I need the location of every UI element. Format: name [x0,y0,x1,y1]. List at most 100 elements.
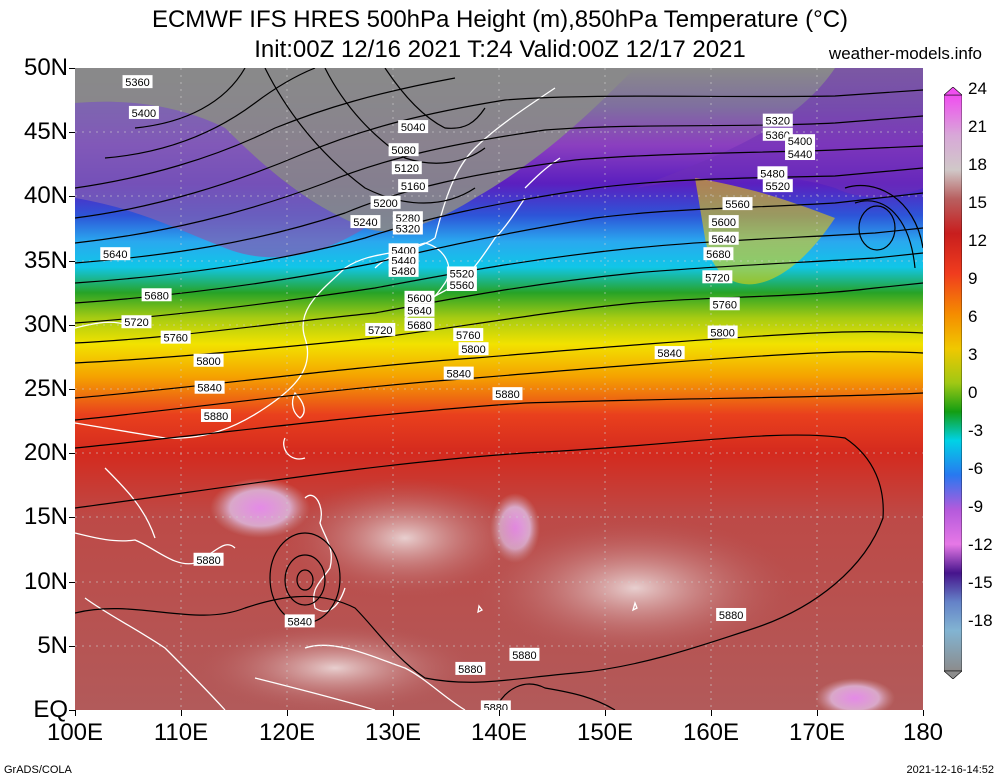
svg-text:5880: 5880 [484,702,508,710]
svg-text:5840: 5840 [446,369,470,381]
contour-label: 5880 [193,552,224,567]
contour-label: 5520 [446,266,477,280]
lon-label-180: 180 [902,719,944,746]
lon-label-140e: 140E [470,719,528,746]
svg-text:5520: 5520 [766,181,790,193]
svg-text:5320: 5320 [396,224,420,236]
lat-label-35n: 35N [23,246,68,274]
contour-label: 5840 [284,614,315,628]
lon-label-120e: 120E [258,719,316,746]
coastlines [75,87,638,710]
svg-text:5240: 5240 [353,217,377,229]
contour-label: 5320 [392,221,423,236]
svg-text:5600: 5600 [407,293,431,305]
contour-label: 5200 [370,195,401,210]
contour-label: 5720 [702,270,733,284]
colorbar-label: 24 [968,79,987,98]
contour-label: 5440 [785,147,816,161]
svg-text:5520: 5520 [450,268,474,280]
contour-label: 5120 [391,161,422,175]
contour-label: 5760 [160,330,191,345]
svg-text:5080: 5080 [391,145,415,157]
contour-label: 5880 [480,700,511,710]
svg-text:5840: 5840 [657,348,681,360]
lat-label-20n: 20N [23,439,68,467]
colorbar-label: -12 [968,535,993,555]
lon-label-150e: 150E [576,719,634,746]
svg-text:5480: 5480 [760,168,784,180]
contour-label: 5240 [350,215,381,229]
contour-label: 5720 [121,315,152,329]
svg-text:5880: 5880 [458,664,482,676]
contour-label: 5320 [762,113,793,128]
contour-label: 5040 [398,120,429,134]
svg-text:5840: 5840 [197,383,221,395]
colorbar-label: 12 [968,231,987,251]
contour-label: 5800 [707,325,738,340]
svg-text:5200: 5200 [373,198,397,210]
svg-text:5880: 5880 [495,389,519,401]
svg-text:5640: 5640 [103,249,127,261]
contour-label: 5800 [458,342,489,356]
svg-text:5800: 5800 [196,356,220,368]
contour-label: 5600 [708,215,739,229]
cold-air-purple [75,101,365,258]
svg-text:5560: 5560 [725,199,749,211]
colorbar-label: -3 [968,421,984,441]
contour-label: 5480 [757,166,788,180]
contour-label: 5680 [703,247,734,261]
svg-text:5800: 5800 [710,328,734,340]
colorbar-label: 0 [968,383,978,403]
source-label: weather-models.info [828,44,982,63]
contour-label: 5560 [722,197,753,211]
lat-label-45n: 45N [23,118,68,146]
colorbar-label: 21 [968,117,987,137]
height-contours [75,68,923,710]
contour-label: 5760 [453,328,484,342]
lat-label-15n: 15N [23,503,68,531]
svg-text:5160: 5160 [401,181,425,193]
contour-label: 5560 [446,277,477,292]
svg-text:5040: 5040 [401,122,425,134]
pale-region-3 [195,623,475,710]
svg-text:5720: 5720 [124,317,148,329]
svg-text:5880: 5880 [719,610,743,622]
svg-text:5760: 5760 [713,299,737,311]
svg-text:5680: 5680 [706,249,730,261]
contour-label: 5880 [200,408,231,423]
colorbar-label: 18 [968,155,987,175]
colorbar-label: -9 [968,497,984,517]
colorbar-label: -6 [968,459,984,479]
contour-label: 5080 [388,143,419,157]
svg-text:5880: 5880 [512,650,536,662]
contour-label: 5480 [388,263,419,278]
contour-label: 5800 [193,353,224,368]
contour-label: 5720 [365,322,396,337]
svg-text:5680: 5680 [144,290,168,302]
contour-label: 5880 [716,607,747,622]
svg-text:5560: 5560 [450,280,474,292]
lon-label-160e: 160E [682,719,740,746]
contour-label: 5640 [708,231,739,246]
svg-text:5600: 5600 [711,217,735,229]
svg-text:5320: 5320 [766,116,790,128]
svg-text:5760: 5760 [456,330,480,342]
contour-label: 5880 [509,647,540,662]
colorbar-label: 15 [968,193,987,213]
contour-label: 5680 [404,317,435,332]
svg-text:5720: 5720 [368,325,392,337]
svg-text:5400: 5400 [132,108,156,120]
contour-label: 5880 [455,661,486,676]
colorbar-label: -18 [968,611,993,631]
svg-text:5880: 5880 [204,411,228,423]
warm-spot-southeast [815,678,895,710]
contour-label: 5840 [194,380,225,395]
colorbar-label: -15 [968,573,993,593]
svg-text:5640: 5640 [711,234,735,246]
colorbar-label: 9 [968,269,978,289]
warm-spot-luzon [210,478,310,538]
svg-text:5360: 5360 [766,130,790,142]
lon-label-110e: 110E [153,719,209,746]
